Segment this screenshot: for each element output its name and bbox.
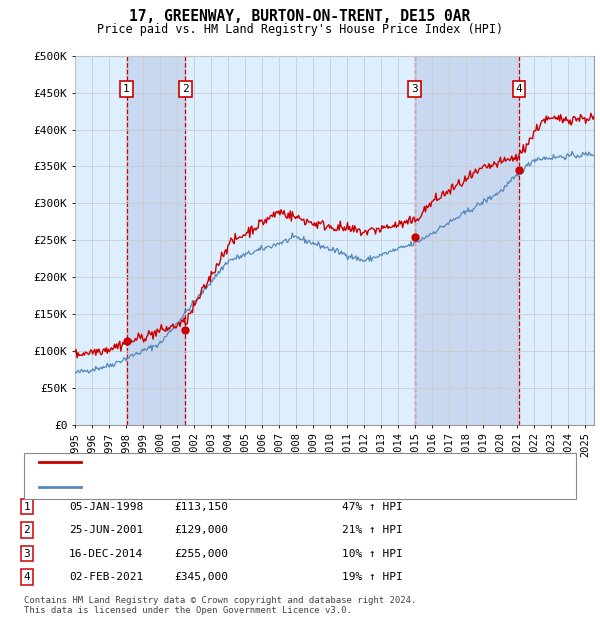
Bar [127, 56, 185, 425]
Text: 3: 3 [23, 549, 31, 559]
Text: 2: 2 [23, 525, 31, 535]
Text: 25-JUN-2001: 25-JUN-2001 [69, 525, 143, 535]
Text: 10% ↑ HPI: 10% ↑ HPI [342, 549, 403, 559]
Text: 2: 2 [182, 84, 189, 94]
Text: 19% ↑ HPI: 19% ↑ HPI [342, 572, 403, 582]
Text: 1: 1 [23, 502, 31, 512]
Bar [415, 56, 519, 425]
Text: Price paid vs. HM Land Registry's House Price Index (HPI): Price paid vs. HM Land Registry's House … [97, 23, 503, 36]
Text: 17, GREENWAY, BURTON-ON-TRENT, DE15 0AR: 17, GREENWAY, BURTON-ON-TRENT, DE15 0AR [130, 9, 470, 24]
Text: 16-DEC-2014: 16-DEC-2014 [69, 549, 143, 559]
Text: 21% ↑ HPI: 21% ↑ HPI [342, 525, 403, 535]
Text: £255,000: £255,000 [174, 549, 228, 559]
Text: £129,000: £129,000 [174, 525, 228, 535]
Text: £113,150: £113,150 [174, 502, 228, 512]
Text: HPI: Average price, detached house, East Staffordshire: HPI: Average price, detached house, East… [87, 482, 438, 492]
Text: 4: 4 [23, 572, 31, 582]
Text: 47% ↑ HPI: 47% ↑ HPI [342, 502, 403, 512]
Text: 1: 1 [123, 84, 130, 94]
Text: 4: 4 [515, 84, 523, 94]
Text: £345,000: £345,000 [174, 572, 228, 582]
Text: 17, GREENWAY, BURTON-ON-TRENT, DE15 0AR (detached house): 17, GREENWAY, BURTON-ON-TRENT, DE15 0AR … [87, 457, 451, 467]
Text: 05-JAN-1998: 05-JAN-1998 [69, 502, 143, 512]
Text: Contains HM Land Registry data © Crown copyright and database right 2024.
This d: Contains HM Land Registry data © Crown c… [24, 596, 416, 615]
Text: 02-FEB-2021: 02-FEB-2021 [69, 572, 143, 582]
Text: 3: 3 [411, 84, 418, 94]
